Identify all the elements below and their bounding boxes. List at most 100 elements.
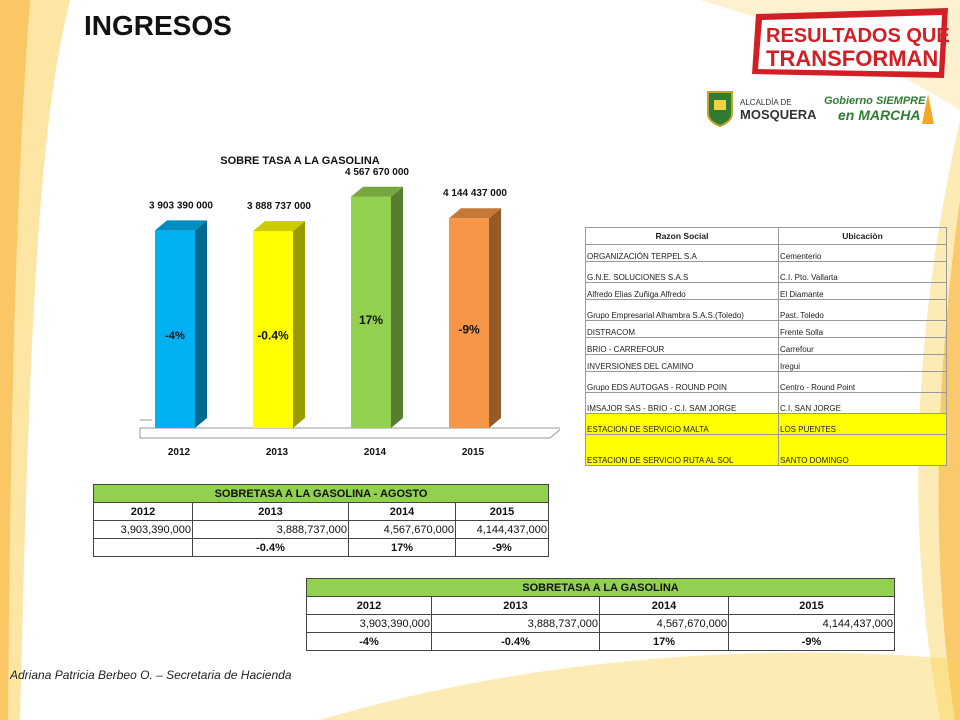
agosto-year-row: 2012 2013 2014 2015: [93, 502, 549, 521]
table-row-highlighted: ESTACION DE SERVICIO RUTA AL SOL SANTO DO…: [585, 434, 947, 466]
year-cell: 2013: [192, 502, 349, 521]
pct-cell: 17%: [599, 632, 729, 651]
category-label: 2013: [266, 447, 289, 458]
table-row: G.N.E. SOLUCIONES S.A.S C.I. Pto. Vallart…: [585, 261, 947, 283]
year-cell: 2014: [348, 502, 456, 521]
firm-location: Past. Toledo: [778, 299, 947, 321]
value-cell: 3,903,390,000: [93, 520, 193, 539]
year-cell: 2015: [728, 596, 895, 615]
pct-cell: -0.4%: [431, 632, 600, 651]
alcaldia-logo: ALCALDÍA DE MOSQUERA: [707, 91, 816, 128]
bar-side: [489, 208, 501, 428]
category-label: 2015: [462, 447, 485, 458]
firm-name: Alfredo Elias Zuñiga Alfredo: [585, 282, 779, 300]
firm-name: Grupo Empresarial Alhambra S.A.S.(Toledo…: [585, 299, 779, 321]
year-cell: 2012: [93, 502, 193, 521]
bar-side: [391, 186, 403, 428]
firm-name: G.N.E. SOLUCIONES S.A.S: [585, 261, 779, 283]
firm-name: Grupo EDS AUTOGAS - ROUND POIN: [585, 371, 779, 393]
category-label: 2012: [168, 447, 191, 458]
firm-name: ESTACION DE SERVICIO RUTA AL SOL: [585, 434, 779, 466]
bar-top: [253, 221, 305, 232]
firm-name: BRIO - CARREFOUR: [585, 337, 779, 355]
category-label: 2014: [364, 447, 387, 458]
firm-location: Iregui: [778, 354, 947, 372]
year-cell: 2012: [306, 596, 432, 615]
page-title: INGRESOS: [84, 10, 232, 41]
chart-title: SOBRE TASA A LA GASOLINA: [220, 155, 380, 167]
table-row: DISTRACOM Frente Solla: [585, 320, 947, 338]
table-row-highlighted: ESTACION DE SERVICIO MALTA LOS PUENTES: [585, 413, 947, 435]
value-label: 3 888 737 000: [247, 201, 311, 212]
slogan-line2: TRANSFORMAN: [766, 46, 938, 71]
year-cell: 2014: [599, 596, 729, 615]
bar-2015: [449, 218, 489, 428]
sobretasa-pct-row: -4% -0.4% 17% -9%: [306, 632, 895, 651]
firm-location: C.I. SAN JORGE: [778, 392, 947, 414]
sobretasa-year-row: 2012 2013 2014 2015: [306, 596, 895, 615]
firm-location: Cementerio: [778, 244, 947, 262]
firms-header-ubicacion: Ubicaciòn: [778, 227, 947, 245]
firm-location: Centro - Round Point: [778, 371, 947, 393]
firms-header-row: Razon Social Ubicaciòn: [585, 227, 947, 245]
sobretasa-value-row: 3,903,390,000 3,888,737,000 4,567,670,00…: [306, 614, 895, 633]
agosto-value-row: 3,903,390,000 3,888,737,000 4,567,670,00…: [93, 520, 549, 539]
agosto-pct-row: -0.4% 17% -9%: [93, 538, 549, 557]
firm-location: C.I. Pto. Vallarta: [778, 261, 947, 283]
year-cell: 2013: [431, 596, 600, 615]
table-row: Alfredo Elias Zuñiga Alfredo El Diamante: [585, 282, 947, 300]
gobierno-logo: Gobierno SIEMPRE en MARCHA: [824, 94, 934, 124]
pct-cell: -4%: [306, 632, 432, 651]
bar-pct-label: 17%: [359, 313, 383, 327]
chart-floor: [139, 419, 560, 439]
bar-pct-label: -0.4%: [257, 328, 289, 342]
pct-cell: [93, 538, 193, 557]
firm-name: INVERSIONES DEL CAMINO: [585, 354, 779, 372]
pct-cell: -9%: [728, 632, 895, 651]
value-cell: 4,144,437,000: [728, 614, 895, 633]
value-label: 4 567 670 000: [345, 167, 409, 178]
firm-location: Frente Solla: [778, 320, 947, 338]
bar-side: [293, 221, 305, 428]
bar-chart: SOBRE TASA A LA GASOLINA 3 903 390 000 -4…: [139, 155, 560, 458]
value-label: 3 903 390 000: [149, 200, 213, 211]
logo1-line2: MOSQUERA: [740, 107, 816, 122]
bar-pct-label: -9%: [458, 323, 480, 337]
flame-icon: [922, 94, 934, 124]
firm-location: El Diamante: [778, 282, 947, 300]
pct-cell: -0.4%: [192, 538, 349, 557]
firm-name: ESTACION DE SERVICIO MALTA: [585, 413, 779, 435]
logo2-line2: en MARCHA: [838, 107, 920, 123]
agosto-table-title: SOBRETASA A LA GASOLINA - AGOSTO: [93, 484, 549, 503]
firm-location: LOS PUENTES: [778, 413, 947, 435]
pct-cell: 17%: [348, 538, 456, 557]
firms-table: Razon Social Ubicaciòn ORGANIZACIÓN TERP…: [585, 227, 947, 466]
sobretasa-table-title: SOBRETASA A LA GASOLINA: [306, 578, 895, 597]
bar-2012: [155, 230, 195, 428]
firm-name: ORGANIZACIÓN TERPEL S.A: [585, 244, 779, 262]
bar-pct-label: -4%: [165, 330, 185, 342]
agosto-table: SOBRETASA A LA GASOLINA - AGOSTO 2012 20…: [93, 484, 549, 557]
firm-name: DISTRACOM: [585, 320, 779, 338]
value-cell: 4,567,670,000: [348, 520, 456, 539]
table-row: Grupo EDS AUTOGAS - ROUND POIN Centro - R…: [585, 371, 947, 393]
value-cell: 4,144,437,000: [455, 520, 549, 539]
slogan-line1: RESULTADOS QUE: [766, 25, 950, 47]
pct-cell: -9%: [455, 538, 549, 557]
value-cell: 3,888,737,000: [431, 614, 600, 633]
chart-floor-plane: [139, 427, 560, 439]
value-cell: 3,903,390,000: [306, 614, 432, 633]
firm-name: IMSAJOR SAS - BRIO - C.I. SAM JORGE: [585, 392, 779, 414]
table-row: BRIO - CARREFOUR Carrefour: [585, 337, 947, 355]
slogan-logo: RESULTADOS QUE TRANSFORMAN: [752, 8, 950, 78]
firms-header-razon: Razon Social: [585, 227, 779, 245]
year-cell: 2015: [455, 502, 549, 521]
value-label: 4 144 437 000: [443, 188, 507, 199]
bar-side: [195, 220, 207, 428]
bar-2014: [351, 196, 391, 428]
value-cell: 4,567,670,000: [599, 614, 729, 633]
table-row: INVERSIONES DEL CAMINO Iregui: [585, 354, 947, 372]
sobretasa-table: SOBRETASA A LA GASOLINA 2012 2013 2014 2…: [306, 578, 895, 651]
bar-top: [155, 220, 207, 231]
bar-top: [351, 186, 403, 197]
